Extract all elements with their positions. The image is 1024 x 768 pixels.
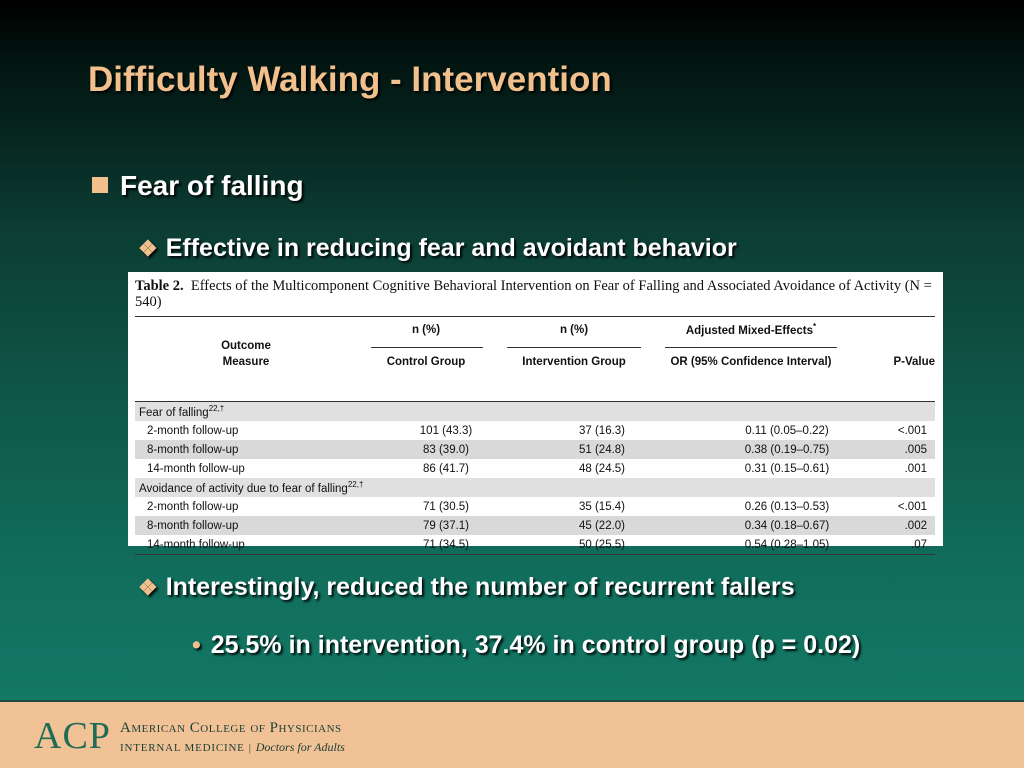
header-rule-adjusted <box>665 347 837 348</box>
header-outcome-line2: Measure <box>222 356 270 368</box>
section-row: Avoidance of activity due to fear of fal… <box>135 478 935 497</box>
section-label: Fear of falling22,† <box>135 402 935 421</box>
table-caption-label: Table 2. <box>135 278 184 294</box>
cell-intervention: 51 (24.8) <box>519 440 685 459</box>
header-intervention-group: Intervention Group <box>522 356 626 368</box>
cell-or: 0.26 (0.13–0.53) <box>744 500 830 513</box>
table-row: 14-month follow-up 86 (41.7) 48 (24.5) 0… <box>135 459 935 478</box>
tagline-internal-medicine: INTERNAL MEDICINE <box>120 742 245 754</box>
cell-intervention: 35 (15.4) <box>578 500 626 513</box>
cell-p: .07 <box>889 535 935 555</box>
table-row: 14-month follow-up 71 (34.5) 50 (25.5) 0… <box>135 535 935 555</box>
table-caption-text: Effects of the Multicomponent Cognitive … <box>135 278 932 310</box>
cell-measure: 8-month follow-up <box>135 516 373 535</box>
section-sup: 22,† <box>208 404 225 414</box>
section-sup: 22,† <box>347 480 364 490</box>
cell-control: 83 (39.0) <box>373 440 519 459</box>
cell-p: <.001 <box>897 424 927 437</box>
cell-or: 0.34 (0.18–0.67) <box>685 516 889 535</box>
cell-p: .001 <box>904 462 927 475</box>
cell-intervention: 50 (25.5) <box>519 535 685 555</box>
header-outcome-line1: Outcome <box>221 340 271 352</box>
diamond-bullet-icon: ❖ <box>138 236 158 261</box>
header-adjusted: Adjusted Mixed-Effects* <box>653 322 849 337</box>
tagline-separator: | <box>248 742 252 754</box>
cell-or: 0.11 (0.05–0.22) <box>745 424 829 437</box>
footer-bar: ACP American College of Physicians INTER… <box>0 700 1024 768</box>
header-outcome-measure: Outcome Measure <box>135 338 357 370</box>
header-p-value: P-Value <box>893 356 935 368</box>
cell-p: .002 <box>889 516 935 535</box>
cell-control: 71 (34.5) <box>373 535 519 555</box>
slide-title: Difficulty Walking - Intervention <box>88 60 612 99</box>
cell-or: 0.54 (0.28–1.05) <box>685 535 889 555</box>
cell-measure: 2-month follow-up <box>147 424 239 437</box>
sub-bullet-text: Effective in reducing fear and avoidant … <box>165 234 737 262</box>
cell-measure: 14-month follow-up <box>147 462 245 475</box>
section-row: Fear of falling22,† <box>135 402 935 421</box>
cell-intervention: 48 (24.5) <box>578 462 626 475</box>
header-n-pct-control: n (%) <box>411 324 441 336</box>
bullet-text: Fear of falling <box>120 170 304 201</box>
table-body: Fear of falling22,† 2-month follow-up 10… <box>135 402 935 555</box>
dot-bullet-icon: • <box>192 631 201 659</box>
table-row: 8-month follow-up 79 (37.1) 45 (22.0) 0.… <box>135 516 935 535</box>
cell-control: 71 (30.5) <box>422 500 470 513</box>
table-row: 2-month follow-up 71 (30.5) 35 (15.4) 0.… <box>135 497 935 516</box>
bullet-fear-of-falling: Fear of falling <box>92 170 304 202</box>
cell-control: 86 (41.7) <box>422 462 470 475</box>
cell-intervention: 37 (16.3) <box>578 424 626 437</box>
cell-measure: 2-month follow-up <box>147 500 239 513</box>
header-rule-control <box>371 347 483 348</box>
table-row: 2-month follow-up 101 (43.3) 37 (16.3) 0… <box>135 421 935 440</box>
acp-logo: ACP <box>34 715 111 757</box>
sub-sub-bullet-percentages: • 25.5% in intervention, 37.4% in control… <box>192 631 860 660</box>
table-row: 8-month follow-up 83 (39.0) 51 (24.8) 0.… <box>135 440 935 459</box>
header-rule-intervention <box>507 347 641 348</box>
acp-tagline: INTERNAL MEDICINE | Doctors for Adults <box>120 740 345 755</box>
diamond-bullet-icon: ❖ <box>138 575 158 600</box>
cell-p: <.001 <box>897 500 927 513</box>
cell-control: 79 (37.1) <box>373 516 519 535</box>
table-caption: Table 2. Effects of the Multicomponent C… <box>135 278 935 310</box>
table-header: Outcome Measure n (%) n (%) Adjusted Mix… <box>135 316 935 402</box>
cell-or: 0.31 (0.15–0.61) <box>744 462 830 475</box>
sub-sub-bullet-text: 25.5% in intervention, 37.4% in control … <box>210 631 861 659</box>
tagline-doctors-for-adults: Doctors for Adults <box>255 740 345 754</box>
sub-bullet-recurrent-fallers: ❖ Interestingly, reduced the number of re… <box>138 573 795 602</box>
sub-bullet-effective: ❖ Effective in reducing fear and avoidant… <box>138 234 737 263</box>
section-label-text: Fear of falling <box>139 406 209 419</box>
cell-or: 0.38 (0.19–0.75) <box>685 440 889 459</box>
square-bullet-icon <box>92 177 108 193</box>
sub-bullet-text: Interestingly, reduced the number of rec… <box>165 573 795 601</box>
header-control-group: Control Group <box>386 356 466 368</box>
header-n-pct-intervention: n (%) <box>559 324 589 336</box>
section-label-text: Avoidance of activity due to fear of fal… <box>139 482 348 495</box>
header-or-ci: OR (95% Confidence Interval) <box>670 356 832 368</box>
header-adjusted-text: Adjusted Mixed-Effects <box>685 324 814 337</box>
cell-p: .005 <box>889 440 935 459</box>
section-label: Avoidance of activity due to fear of fal… <box>135 478 935 497</box>
cell-measure: 14-month follow-up <box>135 535 373 555</box>
cell-control: 101 (43.3) <box>419 424 473 437</box>
results-table: Table 2. Effects of the Multicomponent C… <box>128 272 943 555</box>
cell-measure: 8-month follow-up <box>135 440 373 459</box>
acp-organization-name: American College of Physicians <box>120 720 342 736</box>
cell-intervention: 45 (22.0) <box>519 516 685 535</box>
header-adjusted-sup: * <box>813 322 817 331</box>
